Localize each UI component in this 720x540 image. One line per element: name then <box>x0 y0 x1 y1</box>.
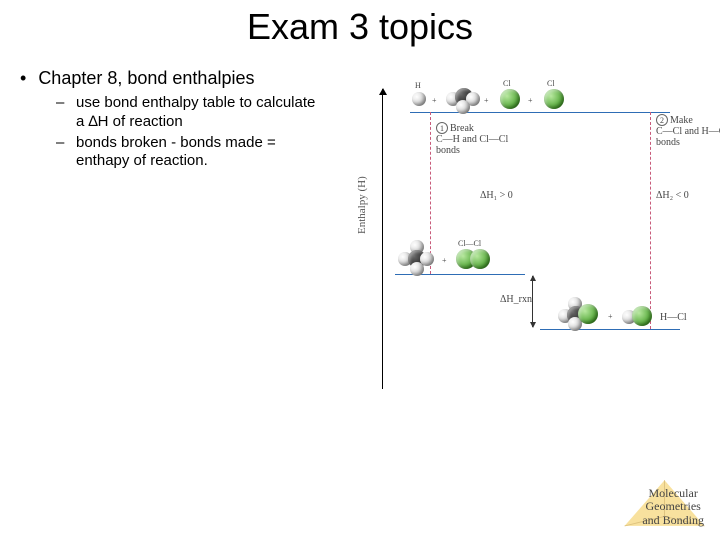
dash-break <box>430 112 431 274</box>
y-axis-label: Enthalpy (H) <box>356 176 368 234</box>
footer-caption: Molecular Geometries and Bonding <box>642 487 704 528</box>
plus-2: + <box>484 96 489 105</box>
dash-make <box>650 112 651 329</box>
step1-line1: C—H and Cl—Cl <box>436 134 508 145</box>
energy-level-top <box>410 112 670 113</box>
atom-cl-1 <box>500 89 520 114</box>
label-cl2: Cl—Cl <box>458 239 481 248</box>
plus-1: + <box>432 96 437 105</box>
dash-marker: – <box>56 94 66 132</box>
step2-line2: bonds <box>656 137 680 148</box>
label-hcl: H—Cl <box>660 312 687 323</box>
step2-num: 2 <box>656 114 668 126</box>
label-cl-2: Cl <box>547 79 555 88</box>
dHrxn-label: ΔH_rxn <box>500 294 532 305</box>
step1-line2: bonds <box>436 145 460 156</box>
step2-line1: C—Cl and H—Cl <box>656 126 720 137</box>
bullet-chapter8: • Chapter 8, bond enthalpies <box>20 68 254 89</box>
sub-bullet-list: – use bond enthalpy table to calculate a… <box>56 94 326 173</box>
plus-3: + <box>528 96 533 105</box>
y-axis <box>382 89 383 389</box>
step1-num: 1 <box>436 122 448 134</box>
atom-cl-2 <box>544 89 564 114</box>
step1-label: 1Break C—H and Cl—Cl bonds <box>436 122 508 156</box>
sub-bullet-1-text: use bond enthalpy table to calculate a ∆… <box>76 94 326 132</box>
footer-l1: Molecular <box>649 486 698 500</box>
sub-bullet-2-text: bonds broken - bonds made = enthapy of r… <box>76 134 326 172</box>
dH1-label: ΔH₁ > 0 <box>480 190 513 201</box>
bullet-marker: • <box>20 68 26 88</box>
step2-word: Make <box>670 115 693 126</box>
label-h: H <box>415 81 421 90</box>
dH2-label: ΔH₂ < 0 <box>656 190 689 201</box>
bullet-text: Chapter 8, bond enthalpies <box>38 68 254 88</box>
step2-label: 2Make C—Cl and H—Cl bonds <box>656 114 720 148</box>
enthalpy-diagram: Enthalpy (H) H + + Cl + Cl 1Break C—H an… <box>360 84 700 404</box>
step1-word: Break <box>450 123 474 134</box>
plus-react: + <box>442 256 447 265</box>
sub-bullet-1: – use bond enthalpy table to calculate a… <box>56 94 326 132</box>
plus-prod: + <box>608 312 613 321</box>
label-cl-1: Cl <box>503 79 511 88</box>
footer-l3: and Bonding <box>642 513 704 527</box>
footer-l2: Geometries <box>646 499 701 513</box>
energy-level-products <box>540 329 680 330</box>
dash-marker: – <box>56 134 66 172</box>
sub-bullet-2: – bonds broken - bonds made = enthapy of… <box>56 134 326 172</box>
atom-h <box>412 92 426 111</box>
slide-title: Exam 3 topics <box>0 6 720 48</box>
dHrxn-arrow <box>532 276 533 327</box>
